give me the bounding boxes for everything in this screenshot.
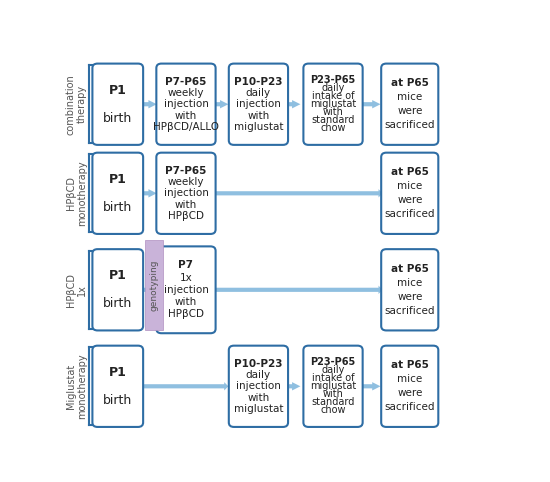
Text: injection: injection	[236, 99, 281, 109]
Text: daily: daily	[246, 370, 271, 380]
FancyBboxPatch shape	[381, 249, 438, 331]
Text: mice: mice	[397, 374, 422, 384]
Text: miglustat: miglustat	[310, 381, 356, 391]
Text: intake of: intake of	[312, 91, 354, 101]
Text: sacrificed: sacrificed	[384, 120, 435, 131]
Text: birth: birth	[103, 297, 133, 310]
Text: daily: daily	[321, 83, 345, 93]
FancyBboxPatch shape	[304, 346, 362, 427]
FancyBboxPatch shape	[92, 153, 143, 234]
Text: P1: P1	[109, 269, 126, 282]
Text: HPβCD
1x: HPβCD 1x	[65, 273, 87, 307]
Text: chow: chow	[320, 123, 346, 134]
Text: injection: injection	[163, 188, 208, 198]
Text: HPβCD/ALLO: HPβCD/ALLO	[153, 122, 219, 132]
Text: were: were	[397, 107, 422, 116]
Text: at P65: at P65	[391, 78, 428, 88]
Text: P23-P65: P23-P65	[310, 75, 356, 85]
Text: P7-P65: P7-P65	[166, 166, 207, 176]
Text: were: were	[397, 195, 422, 205]
Text: miglustat: miglustat	[234, 122, 283, 132]
Text: genotyping: genotyping	[150, 259, 158, 311]
Text: with: with	[175, 200, 197, 210]
FancyBboxPatch shape	[229, 346, 288, 427]
Text: P7-P65: P7-P65	[166, 77, 207, 87]
Text: P1: P1	[109, 173, 126, 186]
Text: P1: P1	[109, 366, 126, 379]
Text: injection: injection	[236, 381, 281, 391]
Text: miglustat: miglustat	[234, 404, 283, 414]
Text: daily: daily	[246, 88, 271, 98]
Text: birth: birth	[103, 112, 133, 125]
Text: HPβCD
monotherapy: HPβCD monotherapy	[65, 161, 87, 226]
Text: at P65: at P65	[391, 264, 428, 274]
FancyBboxPatch shape	[156, 64, 216, 145]
FancyBboxPatch shape	[92, 346, 143, 427]
Text: miglustat: miglustat	[310, 99, 356, 109]
FancyBboxPatch shape	[92, 249, 143, 331]
Text: with: with	[323, 389, 343, 400]
Text: mice: mice	[397, 181, 422, 191]
Text: daily: daily	[321, 365, 345, 375]
Text: with: with	[248, 392, 270, 402]
Text: weekly: weekly	[168, 177, 204, 187]
Text: weekly: weekly	[168, 88, 204, 98]
FancyBboxPatch shape	[92, 64, 143, 145]
FancyBboxPatch shape	[156, 153, 216, 234]
Text: 1x: 1x	[180, 273, 192, 282]
FancyBboxPatch shape	[229, 64, 288, 145]
Text: sacrificed: sacrificed	[384, 210, 435, 219]
Text: standard: standard	[311, 115, 355, 125]
Text: chow: chow	[320, 405, 346, 415]
Text: injection: injection	[163, 99, 208, 109]
Text: HPβCD: HPβCD	[168, 211, 204, 221]
Text: were: were	[397, 292, 422, 302]
Text: injection: injection	[163, 285, 208, 295]
Text: at P65: at P65	[391, 167, 428, 177]
FancyBboxPatch shape	[381, 346, 438, 427]
Text: standard: standard	[311, 398, 355, 407]
Text: HPβCD: HPβCD	[168, 309, 204, 319]
Text: with: with	[248, 110, 270, 120]
Text: with: with	[175, 297, 197, 307]
FancyBboxPatch shape	[156, 246, 216, 333]
FancyBboxPatch shape	[304, 64, 362, 145]
Text: P10-P23: P10-P23	[234, 359, 283, 369]
Text: combination
therapy: combination therapy	[65, 74, 87, 134]
Text: intake of: intake of	[312, 373, 354, 383]
Text: sacrificed: sacrificed	[384, 402, 435, 413]
FancyBboxPatch shape	[145, 241, 163, 330]
Text: P1: P1	[109, 83, 126, 96]
FancyBboxPatch shape	[381, 153, 438, 234]
Text: mice: mice	[397, 92, 422, 102]
FancyBboxPatch shape	[381, 64, 438, 145]
Text: Miglustat
monotherapy: Miglustat monotherapy	[65, 353, 87, 419]
Text: with: with	[175, 110, 197, 120]
Text: P10-P23: P10-P23	[234, 77, 283, 87]
Text: birth: birth	[103, 394, 133, 407]
Text: were: were	[397, 388, 422, 398]
Text: with: with	[323, 107, 343, 117]
Text: birth: birth	[103, 201, 133, 214]
Text: at P65: at P65	[391, 360, 428, 370]
Text: P7: P7	[178, 260, 194, 270]
Text: sacrificed: sacrificed	[384, 306, 435, 316]
Text: mice: mice	[397, 278, 422, 288]
Text: P23-P65: P23-P65	[310, 357, 356, 367]
